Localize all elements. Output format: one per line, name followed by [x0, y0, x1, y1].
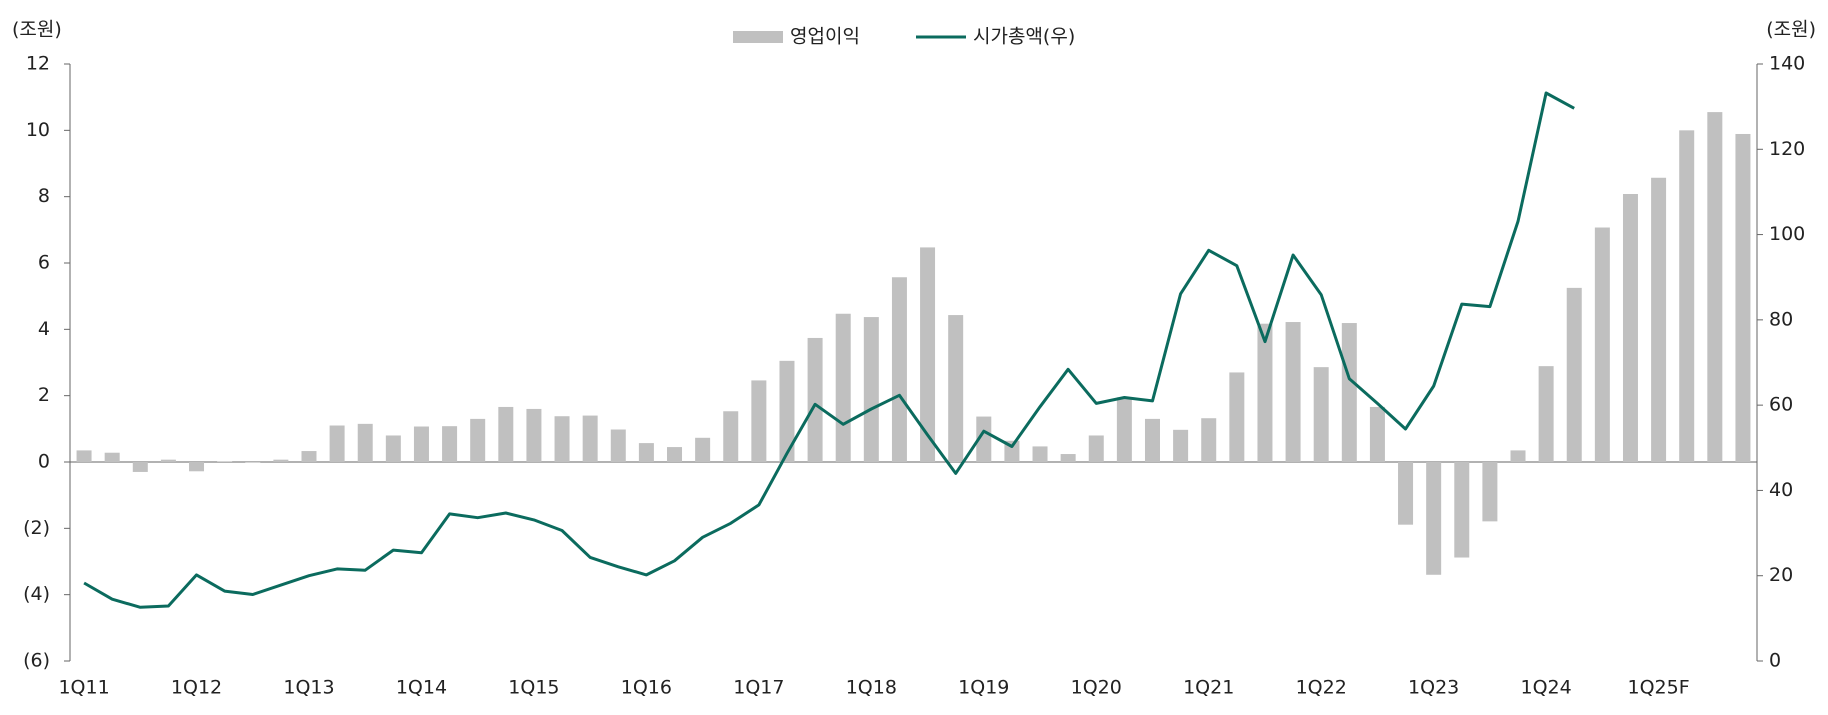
- x-tick-label: 1Q15: [508, 677, 559, 699]
- bar: [1060, 454, 1076, 462]
- bar: [329, 425, 345, 462]
- y-tick-label: (6): [23, 650, 50, 672]
- bar: [1116, 397, 1132, 462]
- bar: [948, 315, 964, 462]
- y2-tick-label: 0: [1769, 650, 1781, 672]
- legend-label: 영업이익: [790, 26, 860, 48]
- bar: [1341, 323, 1357, 462]
- bar: [1707, 112, 1723, 462]
- y-tick-label: 4: [38, 318, 50, 340]
- bar: [498, 406, 514, 462]
- x-tick-label: 1Q14: [396, 677, 447, 699]
- x-tick-label: 1Q24: [1521, 677, 1572, 699]
- x-tick-label: 1Q20: [1071, 677, 1122, 699]
- x-tick-label: 1Q21: [1183, 677, 1234, 699]
- bar: [1144, 418, 1160, 462]
- x-tick-label: 1Q16: [621, 677, 672, 699]
- x-tick-label: 1Q13: [283, 677, 334, 699]
- bar: [1369, 406, 1385, 462]
- bar: [610, 429, 626, 462]
- bar: [891, 277, 907, 462]
- bar: [301, 451, 317, 462]
- bar: [1229, 372, 1245, 462]
- y-tick-label: 12: [26, 53, 50, 75]
- bar: [245, 462, 261, 463]
- x-tick-label: 1Q17: [733, 677, 784, 699]
- bar: [442, 426, 458, 462]
- y-tick-label: (2): [23, 517, 50, 539]
- bar: [385, 435, 401, 462]
- bar: [554, 416, 570, 462]
- y-tick-label: 8: [38, 185, 50, 207]
- bar: [863, 317, 879, 462]
- legend-label: 시가총액(우): [973, 26, 1075, 48]
- bar: [920, 247, 936, 462]
- y-tick-label: 6: [38, 252, 50, 274]
- bar: [1398, 462, 1414, 525]
- x-tick-label: 1Q19: [958, 677, 1009, 699]
- bar: [976, 416, 992, 462]
- bar: [1594, 227, 1610, 462]
- bar: [779, 360, 795, 462]
- bar: [638, 443, 654, 462]
- x-tick-label: 1Q23: [1408, 677, 1459, 699]
- bar: [1285, 322, 1301, 462]
- x-tick-label: 1Q25F: [1628, 677, 1690, 699]
- bar: [751, 380, 767, 462]
- bar: [1566, 287, 1582, 462]
- y-tick-label: 0: [38, 451, 50, 473]
- bar: [357, 423, 373, 462]
- bar: [1454, 462, 1470, 558]
- line: [83, 91, 1575, 609]
- bar: [582, 415, 598, 462]
- bar: [723, 411, 739, 462]
- y2-axis-label: (조원): [1766, 19, 1816, 41]
- bar: [807, 337, 823, 462]
- bar: [835, 313, 851, 462]
- y-tick-label: 10: [26, 119, 50, 141]
- bar: [1538, 366, 1554, 462]
- bar: [470, 418, 486, 462]
- x-tick-label: 1Q12: [171, 677, 222, 699]
- y-tick-label: (4): [23, 583, 50, 605]
- bar: [1173, 429, 1189, 462]
- x-tick-label: 1Q22: [1296, 677, 1347, 699]
- bar: [160, 459, 176, 462]
- bar: [104, 452, 120, 462]
- bar: [1426, 462, 1442, 575]
- y2-tick-label: 20: [1769, 564, 1793, 586]
- y2-tick-label: 100: [1769, 223, 1805, 245]
- y-axis-label: (조원): [12, 19, 62, 41]
- legend-swatch: [733, 31, 783, 43]
- bar: [273, 459, 289, 462]
- bar: [1679, 130, 1695, 463]
- bar: [76, 450, 92, 462]
- y2-tick-label: 40: [1769, 479, 1793, 501]
- y2-tick-label: 60: [1769, 394, 1793, 416]
- x-tick-label: 1Q18: [846, 677, 897, 699]
- bar: [526, 408, 542, 462]
- y2-tick-label: 120: [1769, 138, 1805, 160]
- bar: [1088, 435, 1104, 462]
- bar: [413, 426, 429, 462]
- y2-tick-label: 80: [1769, 308, 1793, 330]
- bar: [1482, 462, 1498, 522]
- x-tick-label: 1Q11: [58, 677, 109, 699]
- bar: [667, 447, 683, 462]
- bar: [189, 462, 205, 472]
- bar: [1032, 446, 1048, 462]
- y2-tick-label: 140: [1769, 53, 1805, 75]
- bar: [1510, 450, 1526, 462]
- bar: [217, 461, 233, 462]
- y-tick-label: 2: [38, 384, 50, 406]
- bar: [1622, 194, 1638, 462]
- bar: [1313, 367, 1329, 462]
- bar: [1651, 177, 1667, 463]
- bar: [1257, 323, 1273, 462]
- bar: [1735, 133, 1751, 462]
- bar: [132, 462, 148, 472]
- bar: [695, 437, 711, 462]
- bar: [1201, 418, 1217, 462]
